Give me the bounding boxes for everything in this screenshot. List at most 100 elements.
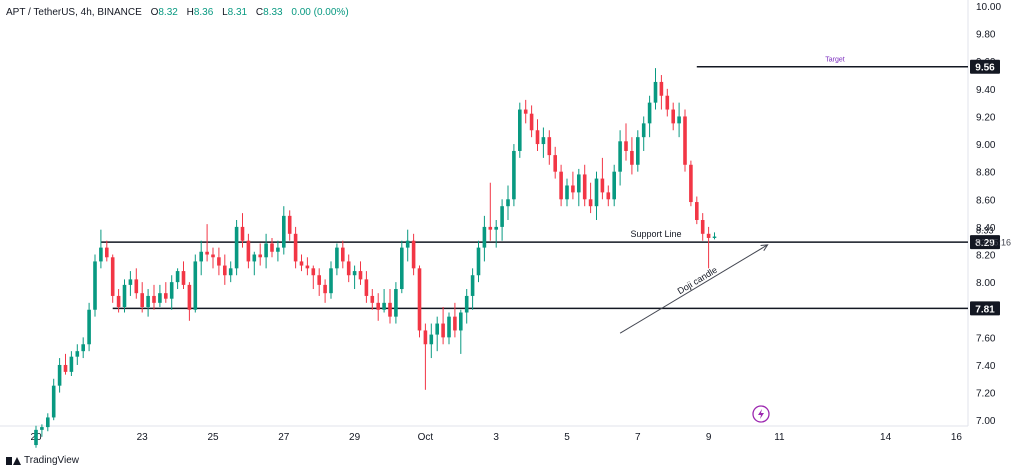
- y-tick-label: 10.00: [976, 2, 1001, 13]
- y-tick-label: 8.60: [976, 195, 996, 206]
- candle-body: [594, 178, 599, 207]
- candle-body: [105, 247, 109, 258]
- candle-body: [199, 251, 203, 262]
- x-tick-label: 27: [278, 432, 290, 443]
- candle-body: [211, 254, 215, 258]
- close-value: 8.33: [263, 7, 283, 18]
- candle-body: [341, 247, 345, 262]
- candle-body: [435, 323, 439, 335]
- candle-body: [128, 279, 133, 285]
- y-tick-label: 8.80: [976, 168, 996, 179]
- y-tick-label: 7.60: [976, 333, 996, 344]
- candle-body: [429, 334, 434, 345]
- candle-body: [358, 271, 363, 280]
- tradingview-brand[interactable]: TradingView: [6, 455, 79, 466]
- candle-body: [630, 150, 634, 165]
- candle-body: [441, 323, 445, 338]
- candle-body: [665, 95, 670, 110]
- candle-body: [329, 268, 333, 294]
- candle-body: [282, 215, 286, 248]
- candle-body: [689, 164, 693, 203]
- symbol-title[interactable]: APT / TetherUS, 4h, BINANCE: [6, 7, 142, 18]
- low-key: L: [222, 7, 228, 18]
- annotation-arrow: [619, 244, 768, 334]
- y-tick-label: 9.00: [976, 140, 996, 151]
- y-tick-label: 8.00: [976, 278, 996, 289]
- candle-body: [535, 130, 540, 145]
- candle-body: [187, 284, 192, 310]
- candle-body: [565, 185, 569, 200]
- candle-body: [46, 417, 50, 428]
- y-tick-label: 9.40: [976, 85, 996, 96]
- candle-body: [57, 364, 62, 386]
- open-value: 8.32: [158, 7, 178, 18]
- x-tick-label: Oct: [418, 432, 434, 443]
- support-line-label: Support Line: [630, 229, 681, 239]
- candle-body: [270, 243, 274, 252]
- candle-body: [476, 247, 481, 276]
- y-tick-label: 7.20: [976, 389, 996, 400]
- high-value: 8.36: [193, 7, 214, 18]
- candle-body: [311, 268, 316, 276]
- candle-body: [122, 284, 127, 307]
- candle-body: [134, 279, 139, 294]
- candle-body: [547, 137, 552, 156]
- candle-body: [346, 261, 351, 276]
- candle-body: [641, 123, 646, 138]
- candle-body: [228, 268, 233, 276]
- candle-body: [205, 251, 209, 255]
- y-tick-label: 9.20: [976, 112, 996, 123]
- candle-body: [352, 271, 357, 276]
- y-tick-label: 9.80: [976, 30, 996, 41]
- countdown-label: 03:55:16: [976, 238, 1011, 248]
- x-tick-label: 7: [635, 432, 641, 443]
- candle-body: [582, 174, 587, 200]
- candle-body: [559, 171, 563, 200]
- candle-body: [258, 254, 262, 258]
- candle-body: [323, 284, 327, 294]
- x-tick-label: 5: [564, 432, 570, 443]
- price-tag-label: 9.56: [975, 63, 995, 74]
- candle-body: [541, 137, 546, 145]
- x-tick-label: 3: [493, 432, 499, 443]
- candle-body: [93, 261, 97, 310]
- change-value: 0.00 (0.00%): [291, 7, 349, 18]
- candle-body: [370, 295, 375, 303]
- candle-body: [712, 236, 717, 238]
- price-tag-label: 8.29: [975, 238, 995, 249]
- candle-body: [388, 302, 392, 317]
- candle-body: [287, 215, 292, 234]
- high-key: H: [186, 7, 194, 18]
- x-tick-label: 16: [951, 432, 963, 443]
- candle-body: [382, 302, 386, 310]
- candle-body: [512, 150, 516, 200]
- candle-body: [659, 81, 664, 96]
- candle-body: [411, 240, 416, 269]
- candle-body: [671, 109, 675, 124]
- symbol-header: APT / TetherUS, 4h, BINANCE O8.32 H8.36 …: [6, 7, 355, 18]
- lightning-bolt-glyph: [758, 409, 764, 419]
- candle-body: [63, 364, 68, 372]
- candle-body: [81, 344, 85, 352]
- price-tag-label: 7.81: [975, 304, 995, 315]
- candle-body: [158, 293, 162, 303]
- annotation-label: Doji candle: [676, 265, 719, 296]
- candle-body: [110, 257, 115, 296]
- candle-body: [695, 202, 699, 220]
- candle-body: [99, 247, 103, 262]
- candle-body: [488, 226, 493, 230]
- price-tag-bg: [970, 235, 1000, 250]
- candle-body: [506, 199, 510, 207]
- candle-body: [653, 81, 658, 103]
- candle-body: [636, 137, 640, 165]
- x-tick-label: 9: [706, 432, 712, 443]
- candle-body: [500, 206, 504, 227]
- candle-body: [317, 275, 321, 285]
- candle-body: [612, 171, 616, 200]
- candle-body: [394, 289, 398, 317]
- candle-body: [706, 233, 711, 238]
- brand-label: TradingView: [24, 455, 80, 466]
- candle-body: [335, 247, 339, 269]
